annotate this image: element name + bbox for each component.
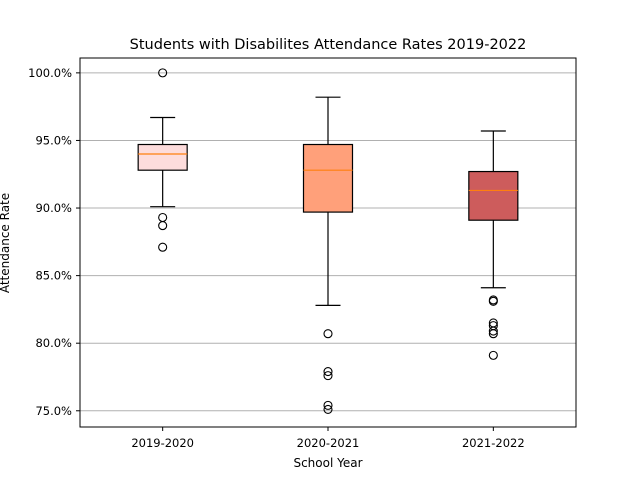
x-tick-label: 2019-2020	[131, 436, 194, 450]
outlier-point	[158, 221, 168, 231]
box-group	[302, 96, 354, 414]
outlier-point	[323, 404, 333, 414]
outlier-point	[323, 329, 333, 339]
outlier-point	[488, 296, 498, 306]
box-group	[137, 68, 188, 252]
box-iqr	[302, 143, 354, 213]
outlier-point	[323, 371, 333, 381]
outlier-point	[323, 367, 333, 377]
x-axis-ticks: 2019-2020 2020-2021 2021-2022	[131, 427, 525, 450]
outlier-point	[488, 326, 498, 336]
x-tick-label: 2021-2022	[462, 436, 525, 450]
y-tick-label: 85.0%	[35, 269, 72, 283]
outlier-point	[158, 68, 168, 78]
outlier-point	[323, 400, 333, 410]
y-tick-label: 90.0%	[35, 201, 72, 215]
y-tick-label: 100.0%	[28, 66, 72, 80]
y-tick-label: 75.0%	[35, 404, 72, 418]
outlier-point	[158, 242, 168, 252]
y-tick-label: 80.0%	[35, 336, 72, 350]
x-axis-label: School Year	[293, 456, 362, 470]
y-axis-label: Attendance Rate	[0, 193, 12, 293]
box-iqr	[468, 170, 519, 221]
chart-title: Students with Disabilites Attendance Rat…	[130, 37, 527, 53]
outlier-point	[488, 329, 498, 339]
y-axis-ticks: 75.0% 80.0% 85.0% 90.0% 95.0% 100.0%	[28, 66, 80, 418]
outlier-point	[488, 350, 498, 360]
boxes	[137, 68, 519, 414]
x-tick-label: 2020-2021	[297, 436, 360, 450]
box-group	[468, 130, 519, 360]
box-iqr	[137, 143, 188, 171]
y-tick-label: 95.0%	[35, 133, 72, 147]
